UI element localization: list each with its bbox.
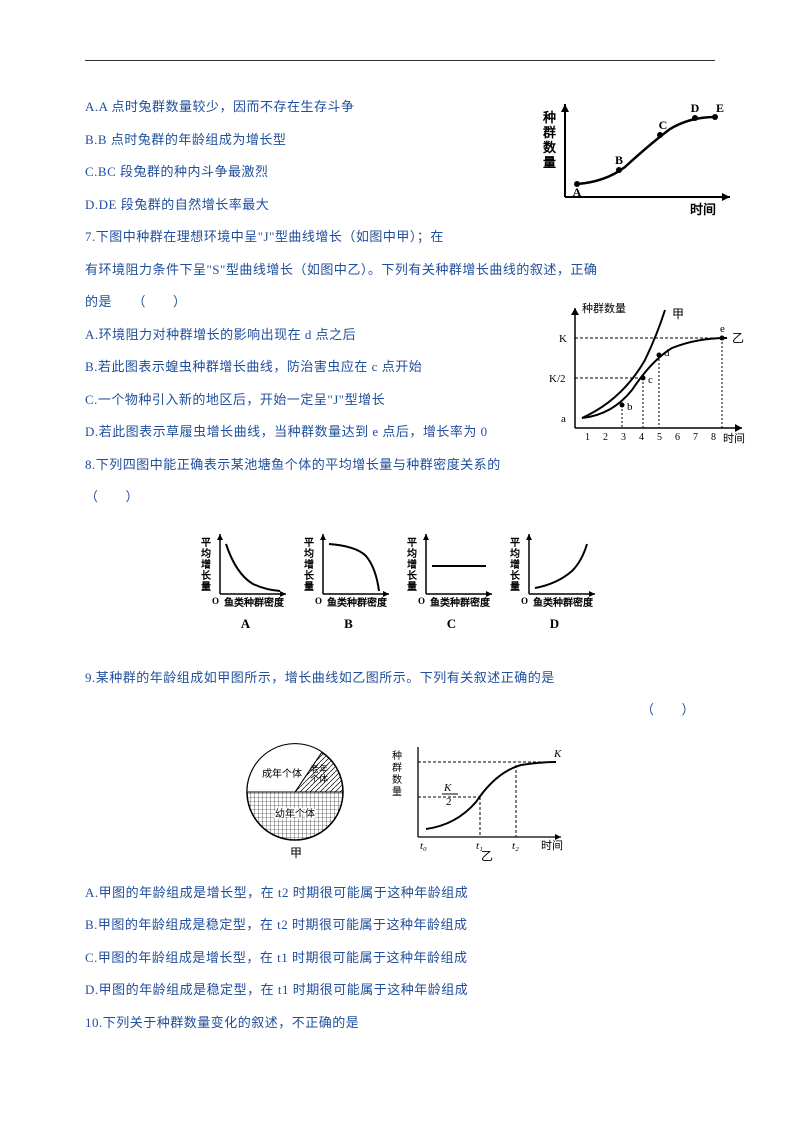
svg-text:长: 长 <box>510 569 521 582</box>
svg-text:平: 平 <box>201 537 211 549</box>
xlabel-1: 时间 <box>690 202 716 217</box>
svg-text:均: 均 <box>407 547 417 560</box>
svg-text:数: 数 <box>392 773 402 786</box>
svg-text:鱼类种群密度: 鱼类种群密度 <box>327 596 388 609</box>
four-mini-charts: 平 均 增 长 量 O 鱼类种群密度 A 平 均 增 长 量 <box>85 526 715 632</box>
label-a: a <box>561 413 566 425</box>
pt-D: D <box>691 101 700 115</box>
svg-text:量: 量 <box>543 155 556 170</box>
svg-text:e: e <box>720 323 725 335</box>
svg-text:量: 量 <box>510 580 520 593</box>
svg-text:乙: 乙 <box>481 849 493 862</box>
figure-j-s-curves: 甲 乙 K K/2 a b c d e 1 2 3 4 <box>537 300 752 455</box>
svg-text:5: 5 <box>657 432 662 443</box>
svg-text:量: 量 <box>201 580 211 593</box>
svg-text:d: d <box>664 347 670 359</box>
q9-opt-d: D.甲图的年龄组成是稳定型，在 t1 时期很可能属于这种年龄组成 <box>85 974 715 1007</box>
svg-text:2: 2 <box>603 432 608 443</box>
svg-text:O: O <box>315 596 322 606</box>
svg-text:群: 群 <box>392 761 402 774</box>
pt-E: E <box>716 101 724 115</box>
svg-text:种群数量: 种群数量 <box>582 301 626 315</box>
svg-text:平: 平 <box>304 537 314 549</box>
q9-bracket: （ ） <box>85 694 715 727</box>
svg-text:均: 均 <box>304 547 314 560</box>
svg-text:8: 8 <box>711 432 716 443</box>
pie-logistic-pair: 成年个体 老年 个体 幼年个体 幼年个体 甲 K K 2 <box>85 737 715 862</box>
svg-text:2: 2 <box>446 796 452 808</box>
svg-text:幼年个体: 幼年个体 <box>275 807 315 820</box>
mini-label-A: A <box>198 616 293 632</box>
svg-text:3: 3 <box>621 432 626 443</box>
q10-stem: 10.下列关于种群数量变化的叙述，不正确的是 <box>85 1007 715 1040</box>
svg-text:长: 长 <box>304 569 315 582</box>
svg-text:K: K <box>553 748 562 760</box>
svg-text:甲: 甲 <box>290 846 302 860</box>
svg-text:个体: 个体 <box>310 773 328 784</box>
pt-C: C <box>659 118 668 132</box>
svg-text:成年个体: 成年个体 <box>262 767 302 780</box>
svg-text:均: 均 <box>201 547 211 560</box>
q9-opt-a: A.甲图的年龄组成是增长型，在 t2 时期很可能属于这种年龄组成 <box>85 877 715 910</box>
label-yi: 乙 <box>732 331 744 345</box>
q9-opt-c: C.甲图的年龄组成是增长型，在 t1 时期很可能属于这种年龄组成 <box>85 942 715 975</box>
svg-text:O: O <box>521 596 528 606</box>
q7-stem-2: 有环境阻力条件下呈"S"型曲线增长（如图中乙）。下列有关种群增长曲线的叙述，正确 <box>85 254 715 287</box>
svg-text:均: 均 <box>510 547 520 560</box>
mini-label-C: C <box>404 616 499 632</box>
label-K: K <box>559 333 567 345</box>
q9-stem: 9.某种群的年龄组成如甲图所示，增长曲线如乙图所示。下列有关叙述正确的是 <box>85 662 715 695</box>
pt-B: B <box>615 153 623 167</box>
svg-text:量: 量 <box>304 580 314 593</box>
svg-text:t₂: t₂ <box>512 840 519 852</box>
page-top-rule <box>85 60 715 61</box>
svg-text:t₀: t₀ <box>420 840 427 852</box>
svg-text:b: b <box>627 401 633 413</box>
figure-s-curve-abcde: A B C D E 种 群 数 量 时间 <box>535 92 740 222</box>
svg-text:时间: 时间 <box>541 839 563 852</box>
mini-label-D: D <box>507 616 602 632</box>
svg-text:O: O <box>212 596 219 606</box>
svg-text:c: c <box>648 374 653 386</box>
svg-text:6: 6 <box>675 432 680 443</box>
ylabel-1: 种 <box>542 110 556 125</box>
q7-stem-1: 7.下图中种群在理想环境中呈"J"型曲线增长（如图中甲）；在 <box>85 221 715 254</box>
svg-text:平: 平 <box>407 537 417 549</box>
svg-text:增: 增 <box>510 558 520 571</box>
svg-text:时间: 时间 <box>723 432 745 445</box>
mini-label-B: B <box>301 616 396 632</box>
svg-text:增: 增 <box>304 558 314 571</box>
svg-text:群: 群 <box>543 125 556 140</box>
svg-text:鱼类种群密度: 鱼类种群密度 <box>224 596 285 609</box>
label-K2: K/2 <box>549 373 566 385</box>
q8-bracket: （ ） <box>85 481 715 514</box>
label-jia: 甲 <box>672 307 684 321</box>
svg-text:老年: 老年 <box>310 763 328 774</box>
svg-text:长: 长 <box>407 569 418 582</box>
svg-text:鱼类种群密度: 鱼类种群密度 <box>533 596 594 609</box>
svg-text:量: 量 <box>392 786 402 798</box>
svg-text:鱼类种群密度: 鱼类种群密度 <box>430 596 491 609</box>
svg-text:数: 数 <box>543 140 557 155</box>
q9-opt-b: B.甲图的年龄组成是稳定型，在 t2 时期很可能属于这种年龄组成 <box>85 909 715 942</box>
svg-text:4: 4 <box>639 432 644 443</box>
svg-text:1: 1 <box>585 432 590 443</box>
svg-text:O: O <box>418 596 425 606</box>
svg-text:增: 增 <box>407 558 417 571</box>
svg-text:量: 量 <box>407 580 417 593</box>
svg-text:长: 长 <box>201 569 212 582</box>
svg-text:种: 种 <box>392 749 402 762</box>
pt-A: A <box>573 185 582 199</box>
svg-text:平: 平 <box>510 537 520 549</box>
svg-text:7: 7 <box>693 432 698 443</box>
svg-text:K: K <box>443 782 452 794</box>
svg-text:增: 增 <box>201 558 211 571</box>
